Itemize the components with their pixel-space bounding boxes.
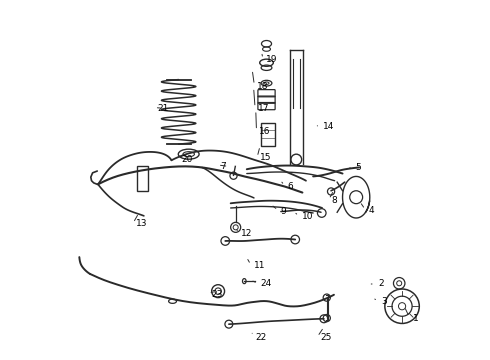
Text: 10: 10 (302, 212, 313, 221)
Text: 3: 3 (381, 297, 387, 306)
Text: 20: 20 (181, 156, 193, 165)
Text: 7: 7 (220, 162, 226, 171)
Text: 17: 17 (258, 104, 270, 113)
Text: 9: 9 (281, 207, 287, 216)
Text: 11: 11 (254, 261, 265, 270)
Text: 25: 25 (320, 333, 332, 342)
Text: 24: 24 (260, 279, 271, 288)
Text: 23: 23 (211, 289, 222, 298)
Text: 2: 2 (378, 279, 384, 288)
Text: 22: 22 (256, 333, 267, 342)
Text: 13: 13 (136, 219, 147, 228)
Ellipse shape (243, 279, 246, 284)
Text: 5: 5 (355, 163, 361, 172)
Text: 14: 14 (323, 122, 335, 131)
Bar (137, 166, 148, 191)
Text: 16: 16 (259, 127, 271, 136)
Text: 19: 19 (266, 55, 277, 64)
Text: 18: 18 (257, 82, 269, 91)
Text: 4: 4 (368, 206, 374, 215)
Bar (261, 123, 275, 146)
Text: 12: 12 (242, 229, 253, 238)
Text: 8: 8 (332, 196, 338, 205)
Text: 1: 1 (413, 314, 418, 323)
Text: 6: 6 (287, 182, 293, 191)
Text: 21: 21 (157, 104, 169, 113)
Text: 15: 15 (260, 153, 271, 162)
